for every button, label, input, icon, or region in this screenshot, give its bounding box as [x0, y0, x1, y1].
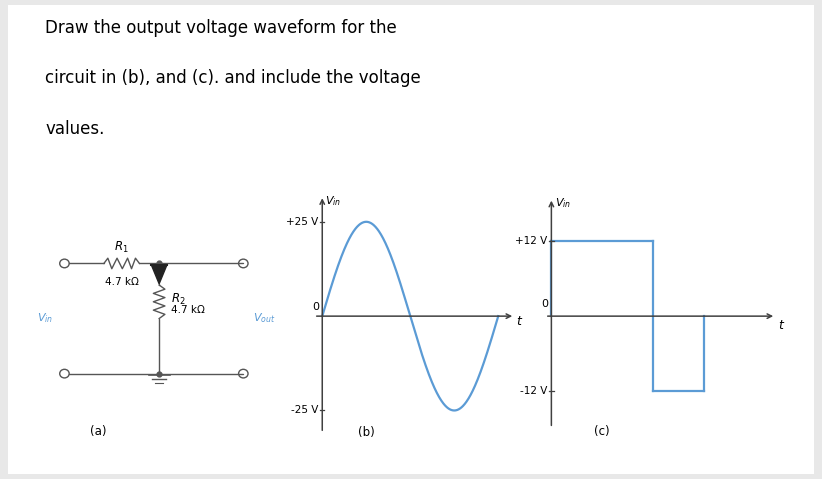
Text: 4.7 kΩ: 4.7 kΩ [104, 277, 138, 287]
Text: 0: 0 [312, 302, 319, 312]
Text: (a): (a) [90, 425, 107, 438]
Text: +12 V: +12 V [515, 237, 547, 246]
Text: $R_1$: $R_1$ [114, 240, 129, 255]
Text: (c): (c) [594, 424, 610, 438]
Text: $V_{in}$: $V_{in}$ [37, 312, 53, 325]
Text: $V_{out}$: $V_{out}$ [253, 312, 275, 325]
Text: (b): (b) [358, 426, 375, 439]
Text: circuit in (b), and (c). and include the voltage: circuit in (b), and (c). and include the… [45, 69, 421, 88]
Text: $t$: $t$ [516, 315, 524, 328]
Text: values.: values. [45, 120, 104, 138]
Polygon shape [151, 264, 167, 284]
Text: Draw the output voltage waveform for the: Draw the output voltage waveform for the [45, 19, 397, 37]
Text: +25 V: +25 V [286, 217, 318, 227]
Text: $V_{in}$: $V_{in}$ [555, 196, 570, 210]
Text: 4.7 kΩ: 4.7 kΩ [171, 305, 205, 315]
Text: 0: 0 [541, 299, 548, 308]
Text: -25 V: -25 V [291, 406, 318, 415]
Text: -12 V: -12 V [520, 386, 547, 396]
Text: $V_{in}$: $V_{in}$ [325, 194, 341, 208]
Text: $t$: $t$ [778, 319, 785, 332]
Text: $R_2$: $R_2$ [171, 292, 186, 307]
